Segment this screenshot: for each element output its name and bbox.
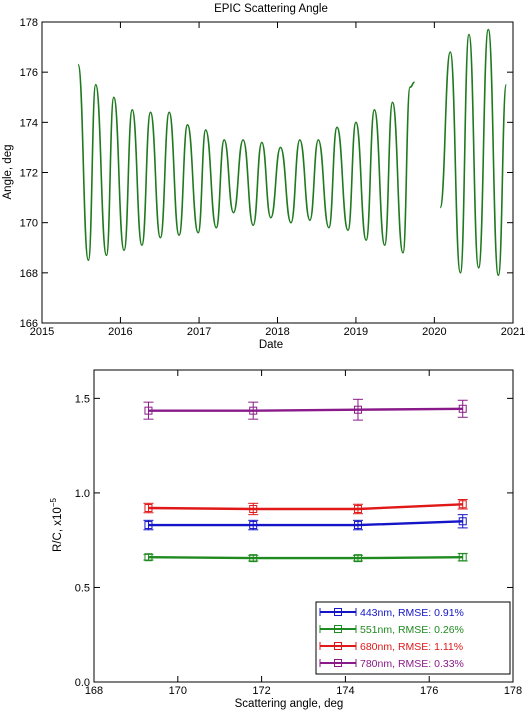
data-point-marker (249, 554, 258, 563)
x-tick-label: 172 (252, 685, 270, 697)
y-tick-label: 168 (20, 268, 38, 280)
plot-frame (93, 369, 514, 683)
legend-marker (334, 608, 342, 616)
y-axis-label-base: R/C, x10 (52, 507, 64, 552)
data-point-marker (144, 504, 153, 513)
legend-label: 551nm, RMSE: 0.26% (360, 624, 464, 636)
data-point-marker (458, 404, 467, 413)
data-point-marker (249, 406, 258, 415)
data-point-marker (458, 553, 467, 562)
data-point-marker (144, 521, 153, 530)
y-tick-label: 172 (20, 168, 38, 180)
legend: 443nm, RMSE: 0.91% 551nm, RMSE: 0.26% 680n… (315, 601, 511, 675)
data-point-marker (353, 521, 362, 530)
legend-entry: 443nm, RMSE: 0.91% (319, 607, 464, 619)
x-tick-label: 2018 (265, 326, 289, 338)
legend-marker (334, 642, 342, 650)
y-tick-label: 170 (20, 218, 38, 230)
x-tick-label: 2016 (108, 326, 132, 338)
reflectance-ratio-chart: Scattering angle, deg R/C, x10−5 168 170 1… (49, 369, 522, 710)
legend-marker (334, 659, 342, 667)
series-1 (143, 552, 468, 563)
x-tick-label: 178 (504, 685, 522, 697)
tick-group: 2015 2016 2017 2018 2019 2020 2021 166 168 170 172… (20, 17, 526, 338)
legend-entry: 780nm, RMSE: 0.33% (319, 658, 464, 670)
x-tick-label: 168 (85, 685, 103, 697)
y-tick-label: 1.5 (75, 393, 90, 405)
legend-entry: 680nm, RMSE: 1.11% (319, 641, 463, 653)
scattering-angle-chart: EPIC Scattering Angle Date Angle, deg 20… (2, 3, 525, 351)
chart-title: EPIC Scattering Angle (214, 3, 328, 15)
series-0 (143, 514, 468, 531)
series-line (148, 520, 463, 527)
data-point-marker (144, 406, 153, 415)
y-tick-label: 1.0 (75, 488, 90, 500)
y-tick-label: 174 (20, 117, 38, 129)
data-point-marker (144, 553, 153, 562)
series-line (148, 556, 463, 560)
series-3 (143, 398, 468, 421)
y-axis-label: Angle, deg (2, 145, 14, 200)
y-tick-label: 0.0 (75, 677, 90, 689)
legend-label: 680nm, RMSE: 1.11% (360, 641, 463, 653)
x-tick-label: 2019 (344, 326, 368, 338)
data-point-marker (249, 521, 258, 530)
angle-series-line (439, 28, 508, 277)
legend-label: 443nm, RMSE: 0.91% (360, 607, 464, 619)
y-axis-label-exponent: −5 (49, 498, 58, 508)
x-axis-label: Scattering angle, deg (235, 698, 344, 710)
x-tick-label: 174 (336, 685, 354, 697)
x-tick-label: 170 (169, 685, 187, 697)
y-tick-label: 178 (20, 17, 38, 29)
series-line (148, 503, 463, 511)
data-point-marker (458, 517, 467, 526)
plot-frame (41, 21, 514, 324)
x-tick-label: 2021 (501, 326, 525, 338)
data-point-marker (353, 504, 362, 513)
tick-group: 168 170 172 174 176 178 0.0 0.5 1.0 1.5 (75, 370, 522, 697)
series-line (148, 407, 463, 412)
legend-entry: 551nm, RMSE: 0.26% (319, 624, 464, 636)
y-tick-label: 0.5 (75, 582, 90, 594)
series-2 (143, 499, 468, 516)
legend-label: 780nm, RMSE: 0.33% (360, 658, 464, 670)
series-group (77, 28, 508, 277)
y-tick-label: 176 (20, 67, 38, 79)
x-tick-label: 2020 (422, 326, 446, 338)
x-tick-label: 2017 (187, 326, 211, 338)
data-point-marker (353, 554, 362, 563)
angle-series-line (77, 63, 415, 262)
x-tick-label: 176 (420, 685, 438, 697)
y-tick-label: 166 (20, 318, 38, 330)
data-point-marker (458, 500, 467, 509)
series-group (143, 398, 468, 563)
x-tick-label: 2015 (30, 326, 54, 338)
x-axis-label: Date (259, 339, 283, 351)
data-point-marker (249, 504, 258, 513)
data-point-marker (353, 405, 362, 414)
legend-marker (334, 625, 342, 633)
y-axis-label: R/C, x10−5 (49, 498, 64, 552)
